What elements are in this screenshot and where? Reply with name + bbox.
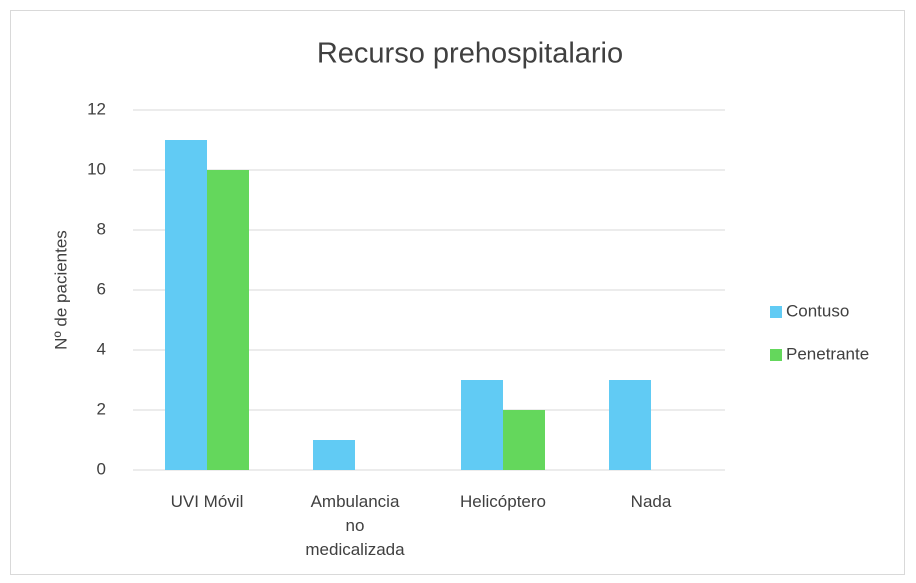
x-tick-label: Nada xyxy=(630,492,672,511)
y-tick-label: 8 xyxy=(97,219,106,238)
y-axis-label: Nº de pacientes xyxy=(51,230,70,350)
bar xyxy=(609,380,651,470)
y-tick-label: 10 xyxy=(87,159,106,178)
bar xyxy=(503,410,545,470)
legend-label: Contuso xyxy=(786,301,849,320)
bar xyxy=(165,140,207,470)
x-tick-label: Ambulancia no medicalizada xyxy=(305,492,405,559)
legend-swatch xyxy=(770,306,782,318)
y-tick-label: 6 xyxy=(97,279,106,298)
bar xyxy=(207,170,249,470)
y-tick-label: 4 xyxy=(97,339,106,358)
chart-title: Recurso prehospitalario xyxy=(317,38,623,70)
y-tick-label: 12 xyxy=(87,99,106,118)
bar xyxy=(461,380,503,470)
legend-label: Penetrante xyxy=(786,344,869,363)
chart-border xyxy=(10,10,905,575)
y-tick-label: 2 xyxy=(97,399,106,418)
x-tick-label: Helicóptero xyxy=(460,492,546,511)
legend-swatch xyxy=(770,349,782,361)
x-tick-label: UVI Móvil xyxy=(170,492,244,511)
bar xyxy=(313,440,355,470)
y-tick-label: 0 xyxy=(97,459,106,478)
